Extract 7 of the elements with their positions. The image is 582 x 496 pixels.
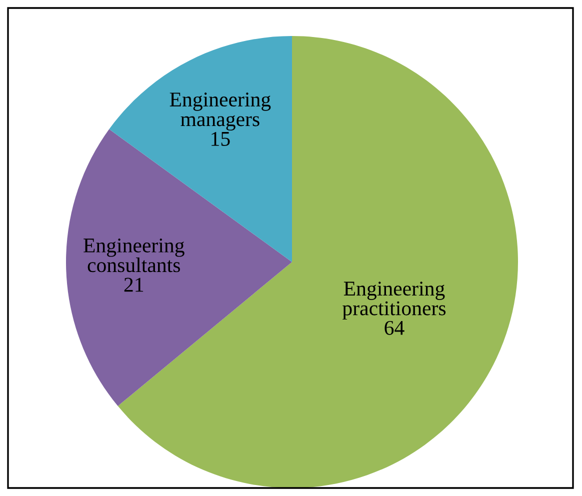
pie-slice	[66, 129, 292, 406]
data-label: 21	[124, 278, 144, 292]
slice-label: Engineering consultants	[84, 238, 184, 272]
data-label: 64	[384, 320, 404, 335]
slice-label: Engineering managers	[170, 92, 271, 131]
data-label: 15	[212, 132, 230, 146]
slice-label: Engineering practitioners	[342, 282, 446, 320]
